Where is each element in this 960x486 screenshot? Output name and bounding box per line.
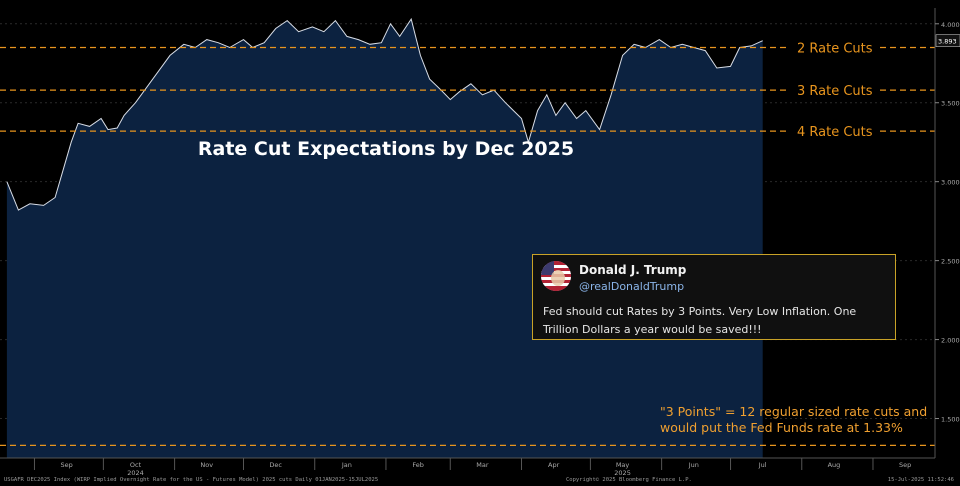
tweet-text: Fed should cut Rates by 3 Points. Very L… [543, 305, 857, 336]
x-tick-label: Jun [688, 461, 699, 469]
footer-timestamp: 15-Jul-2025 11:52:46 [887, 477, 954, 483]
x-tick-label: Sep [899, 461, 911, 469]
avatar [541, 261, 571, 291]
y-tick-label: 3.500 [941, 100, 960, 108]
series-area [6, 19, 763, 458]
x-year-label: 2024 [127, 469, 144, 477]
y-axis: 4.000 3.500 3.000 2.500 2.000 1.500 3.893 [934, 8, 960, 458]
x-tick-label: Feb [412, 461, 424, 469]
tweet-author-handle[interactable]: @realDonaldTrump [579, 280, 685, 293]
reference-label-bg [790, 81, 880, 100]
x-tick-label: Dec [269, 461, 282, 469]
reference-label: 2 Rate Cuts [797, 41, 873, 56]
x-tick-label: Jan [341, 461, 352, 469]
x-tick-label: Sep [60, 461, 72, 469]
x-tick-label: May [616, 461, 630, 469]
annotation-note: "3 Points" = 12 regular sized rate cuts … [660, 404, 928, 435]
y-tick-label: 2.500 [941, 258, 960, 266]
x-tick-label: Mar [476, 461, 489, 469]
footer-source: USGAFR DEC2025 Index (WIRP Implied Overn… [4, 477, 379, 483]
tweet-card: Donald J. Trump @realDonaldTrump Fed sho… [532, 254, 896, 340]
y-tick-label: 2.000 [941, 337, 960, 345]
reference-label: 4 Rate Cuts [797, 125, 873, 140]
x-year-label: 2025 [614, 469, 631, 477]
series-line [6, 17, 763, 211]
x-tick-label: Aug [828, 461, 841, 469]
x-tick-label: Oct [130, 461, 142, 469]
reference-lines: 2 Rate Cuts 3 Rate Cuts 4 Rate Cuts [0, 38, 935, 447]
y-tick-label: 4.000 [941, 21, 960, 29]
tweet-author-name: Donald J. Trump [579, 263, 687, 277]
last-value-label: 3.893 [938, 38, 957, 46]
last-value-box [935, 34, 960, 47]
y-tick-label: 1.500 [941, 416, 960, 424]
y-tick-label: 3.000 [941, 179, 960, 187]
x-tick-label: Jul [758, 461, 767, 469]
reference-label-bg [790, 122, 880, 141]
chart-title: Rate Cut Expectations by Dec 2025 [198, 138, 574, 160]
reference-label: 3 Rate Cuts [797, 84, 873, 99]
footer-copyright: Copyright© 2025 Bloomberg Finance L.P. [566, 477, 692, 483]
x-tick-label: Apr [548, 461, 560, 469]
x-tick-label: Nov [200, 461, 213, 469]
flag-avatar-icon [541, 261, 571, 291]
reference-label-bg [790, 38, 880, 57]
x-axis: Sep Oct Nov Dec Jan Feb Mar Apr May Jun Jul Aug Sep 2… [0, 457, 935, 477]
